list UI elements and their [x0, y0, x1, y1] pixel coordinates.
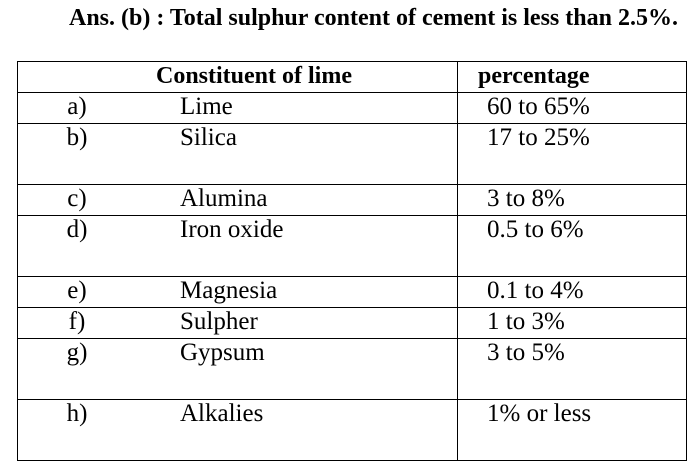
table-row: g) Gypsum 3 to 5%: [17, 338, 687, 400]
table-cell: 1 to 3%: [457, 307, 687, 339]
table-cell: a): [17, 92, 136, 124]
table-cell: Gypsum: [136, 338, 458, 400]
table-cell: Silica: [136, 123, 458, 185]
table-cell: 17 to 25%: [457, 123, 687, 185]
header-cell: percentage: [457, 61, 687, 93]
table-row: b) Silica 17 to 25%: [17, 123, 687, 185]
table-cell: 60 to 65%: [457, 92, 687, 124]
table-cell: 0.1 to 4%: [457, 276, 687, 308]
constituents-table: Constituent of lime percentage a) Lime 60 …: [17, 61, 687, 461]
answer-title: Ans. (b) : Total sulphur content of ceme…: [69, 5, 678, 31]
table-cell: Sulpher: [136, 307, 458, 339]
table-cell: Alkalies: [136, 399, 458, 461]
table-row: c) Alumina 3 to 8%: [17, 184, 687, 216]
table-cell: c): [17, 184, 136, 216]
table-row: d) Iron oxide 0.5 to 6%: [17, 215, 687, 277]
table-cell: 3 to 5%: [457, 338, 687, 400]
table-cell: Lime: [136, 92, 458, 124]
table-cell: Iron oxide: [136, 215, 458, 277]
table-row: f) Sulpher 1 to 3%: [17, 307, 687, 339]
table-cell: 3 to 8%: [457, 184, 687, 216]
table-cell: e): [17, 276, 136, 308]
table-cell: g): [17, 338, 136, 400]
table-cell: d): [17, 215, 136, 277]
table-cell: f): [17, 307, 136, 339]
table-cell: Magnesia: [136, 276, 458, 308]
table-cell: 0.5 to 6%: [457, 215, 687, 277]
table-row: e) Magnesia 0.1 to 4%: [17, 276, 687, 308]
table-cell: h): [17, 399, 136, 461]
table-row: h) Alkalies 1% or less: [17, 399, 687, 461]
table-cell: b): [17, 123, 136, 185]
table-cell: Alumina: [136, 184, 458, 216]
header-cell: [17, 61, 136, 93]
header-cell: Constituent of lime: [136, 61, 458, 93]
header-row: Constituent of lime percentage: [17, 61, 687, 93]
table-cell: 1% or less: [457, 399, 687, 461]
table-row: a) Lime 60 to 65%: [17, 92, 687, 124]
